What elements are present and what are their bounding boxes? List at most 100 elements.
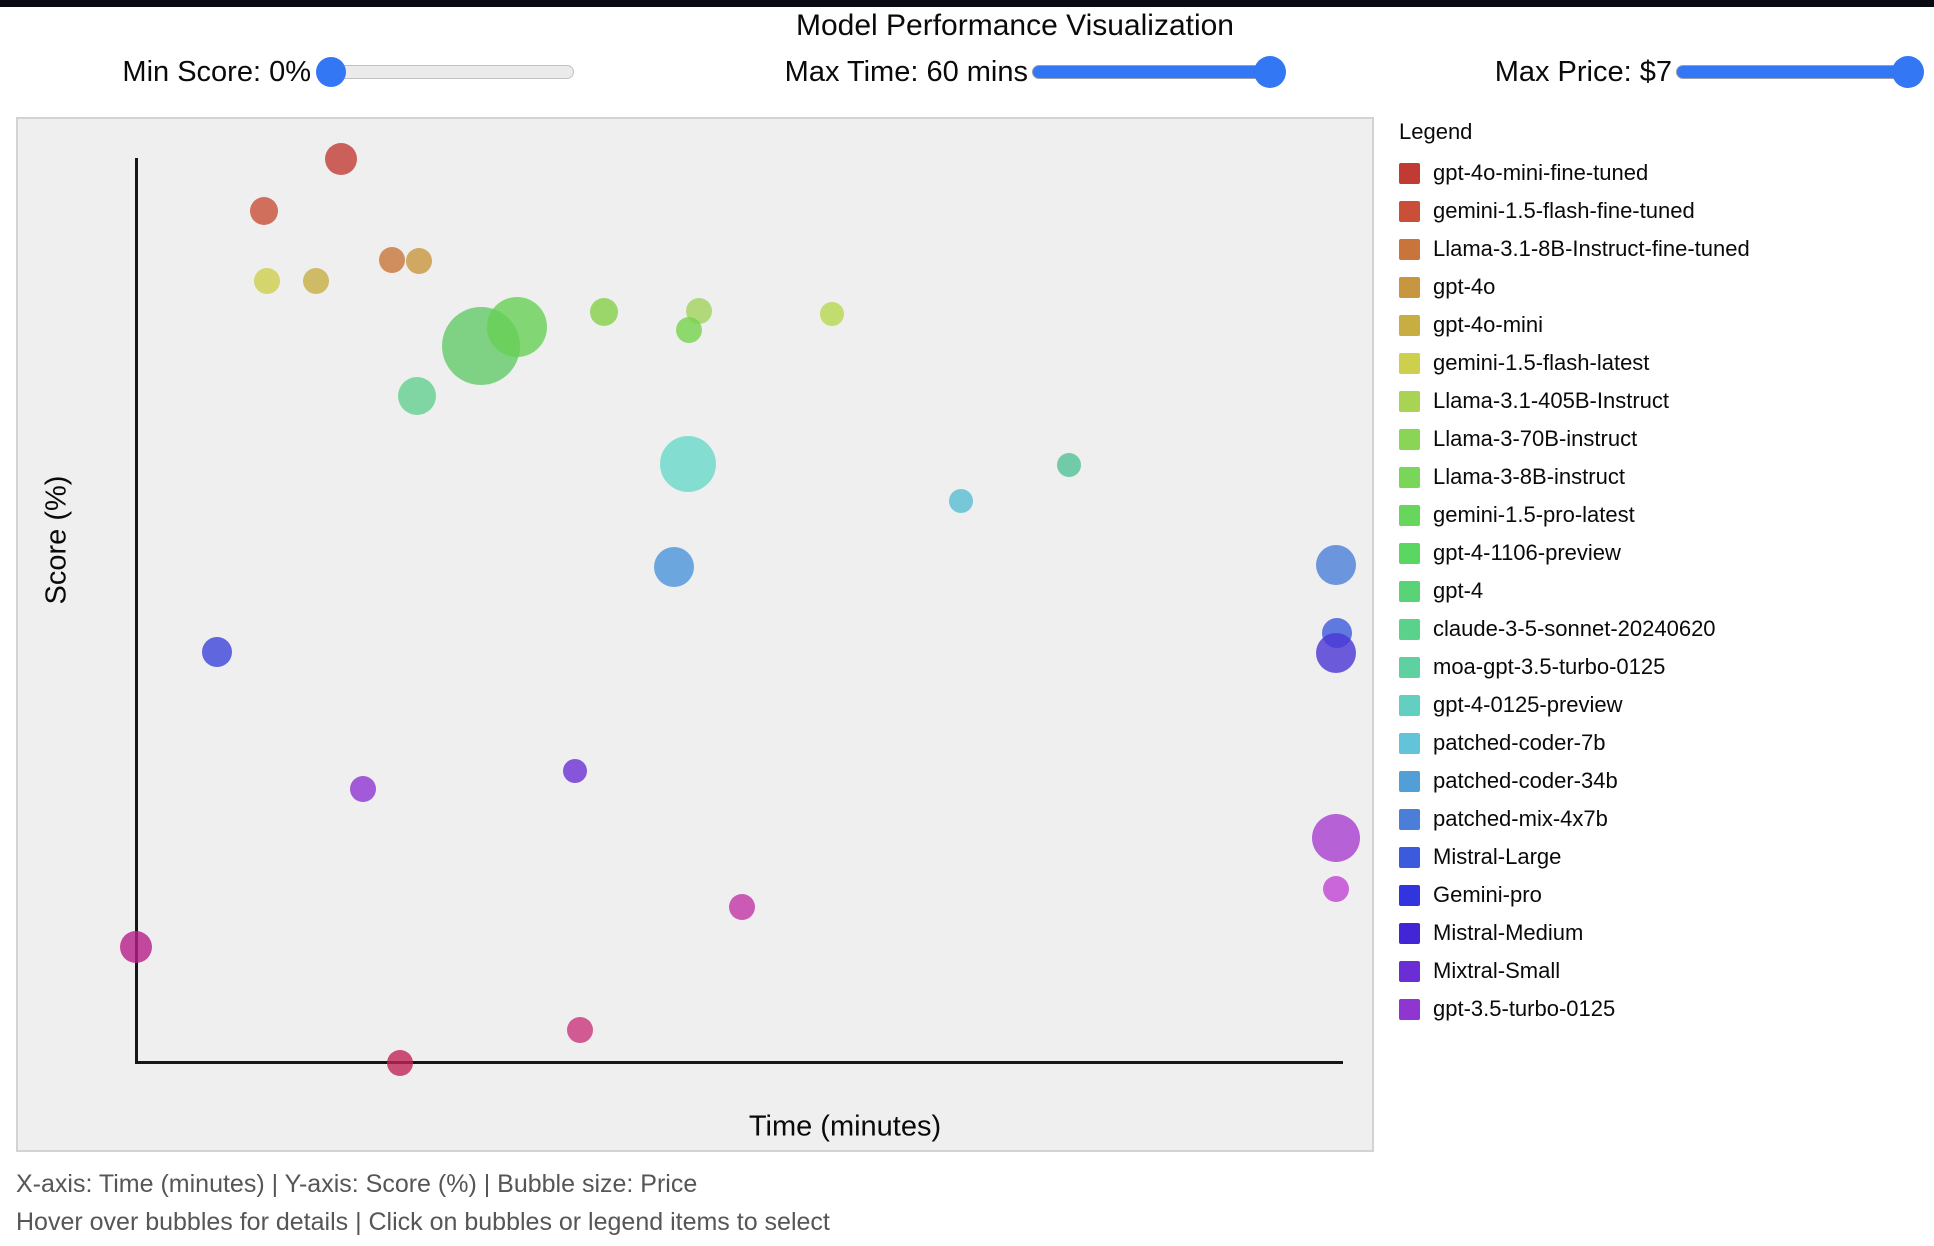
legend-label: Llama-3.1-405B-Instruct — [1433, 388, 1669, 413]
max-time-label: Max Time: 60 mins — [784, 56, 1028, 88]
chart-bubble[interactable] — [202, 637, 232, 667]
legend-label: patched-coder-7b — [1433, 730, 1606, 755]
legend-item-gpt-4o-mini[interactable]: gpt-4o-mini — [1399, 306, 1819, 344]
legend-item-patched-coder-7b[interactable]: patched-coder-7b — [1399, 724, 1819, 762]
legend-item-patched-coder-34b[interactable]: patched-coder-34b — [1399, 762, 1819, 800]
chart-bubble[interactable] — [820, 302, 844, 326]
chart-bubble[interactable] — [398, 377, 436, 415]
max-time-slider-thumb[interactable] — [1254, 56, 1286, 88]
legend-swatch — [1399, 922, 1420, 944]
y-axis-label: Score (%) — [40, 475, 73, 605]
legend-label: gpt-4o-mini — [1433, 312, 1544, 337]
min-score-slider-thumb[interactable] — [316, 57, 346, 87]
legend-item-Gemini-pro[interactable]: Gemini-pro — [1399, 876, 1819, 914]
legend-item-gemini-1.5-flash-latest[interactable]: gemini-1.5-flash-latest — [1399, 344, 1819, 382]
legend-swatch — [1399, 390, 1420, 412]
footer-axis-info: X-axis: Time (minutes) | Y-axis: Score (… — [16, 1170, 698, 1198]
chart-bubble[interactable] — [303, 268, 329, 294]
legend-swatch — [1399, 618, 1420, 640]
legend-label: patched-coder-34b — [1433, 768, 1618, 793]
legend-label: gpt-4o-mini-fine-tuned — [1433, 160, 1649, 185]
chart-bubble[interactable] — [254, 268, 280, 294]
legend-item-gpt-4[interactable]: gpt-4 — [1399, 572, 1819, 610]
min-score-label: Min Score: 0% — [122, 56, 311, 88]
chart-bubble[interactable] — [1316, 545, 1356, 585]
legend-label: moa-gpt-3.5-turbo-0125 — [1433, 654, 1666, 679]
legend-swatch — [1399, 808, 1420, 830]
chart-bubble[interactable] — [729, 894, 755, 920]
legend-item-Llama-3.1-8B-Instruct-fine-tuned[interactable]: Llama-3.1-8B-Instruct-fine-tuned — [1399, 230, 1819, 268]
chart-bubble[interactable] — [676, 317, 702, 343]
legend-title: Legend — [1399, 119, 1473, 144]
max-time-slider-track[interactable] — [1032, 65, 1270, 79]
chart-bubble[interactable] — [325, 143, 357, 175]
legend-swatch — [1399, 884, 1420, 906]
legend-label: patched-mix-4x7b — [1433, 806, 1608, 831]
max-price-label: Max Price: $7 — [1494, 56, 1672, 88]
chart-bubble[interactable] — [1312, 814, 1360, 862]
chart-bubble[interactable] — [487, 297, 547, 357]
legend-label: gemini-1.5-pro-latest — [1433, 502, 1635, 527]
legend-label: gpt-3.5-turbo-0125 — [1433, 996, 1616, 1021]
legend-item-Mistral-Medium[interactable]: Mistral-Medium — [1399, 914, 1819, 952]
legend-item-patched-mix-4x7b[interactable]: patched-mix-4x7b — [1399, 800, 1819, 838]
legend-item-Mistral-Large[interactable]: Mistral-Large — [1399, 838, 1819, 876]
legend-label: gemini-1.5-flash-latest — [1433, 350, 1650, 375]
chart-bubble[interactable] — [949, 489, 973, 513]
chart-bubble[interactable] — [660, 436, 716, 492]
legend-label: gpt-4-0125-preview — [1433, 692, 1623, 717]
y-axis-line — [135, 158, 138, 1063]
legend-item-gpt-4o[interactable]: gpt-4o — [1399, 268, 1819, 306]
chart-bubble[interactable] — [654, 547, 694, 587]
legend-swatch — [1399, 656, 1420, 678]
legend-label: gpt-4o — [1433, 274, 1496, 299]
legend-label: claude-3-5-sonnet-20240620 — [1433, 616, 1716, 641]
legend-label: gpt-4-1106-preview — [1433, 540, 1621, 565]
legend-label: gemini-1.5-flash-fine-tuned — [1433, 198, 1695, 223]
max-price-slider-thumb[interactable] — [1892, 56, 1924, 88]
legend-item-Llama-3-70B-instruct[interactable]: Llama-3-70B-instruct — [1399, 420, 1819, 458]
max-price-slider-track[interactable] — [1676, 65, 1908, 79]
chart-bubble[interactable] — [120, 931, 152, 963]
legend-item-gpt-3.5-turbo-0125[interactable]: gpt-3.5-turbo-0125 — [1399, 990, 1819, 1028]
legend-item-claude-3-5-sonnet-20240620[interactable]: claude-3-5-sonnet-20240620 — [1399, 610, 1819, 648]
legend-item-gpt-4-0125-preview[interactable]: gpt-4-0125-preview — [1399, 686, 1819, 724]
legend-item-gemini-1.5-pro-latest[interactable]: gemini-1.5-pro-latest — [1399, 496, 1819, 534]
x-axis-line — [135, 1061, 1343, 1064]
legend-swatch — [1399, 694, 1420, 716]
chart-bubble[interactable] — [1323, 876, 1349, 902]
legend-item-gemini-1.5-flash-fine-tuned[interactable]: gemini-1.5-flash-fine-tuned — [1399, 192, 1819, 230]
legend-swatch — [1399, 276, 1420, 298]
legend-item-Llama-3-8B-instruct[interactable]: Llama-3-8B-instruct — [1399, 458, 1819, 496]
legend-swatch — [1399, 504, 1420, 526]
legend-swatch — [1399, 466, 1420, 488]
legend-swatch — [1399, 428, 1420, 450]
legend-item-Mixtral-Small[interactable]: Mixtral-Small — [1399, 952, 1819, 990]
legend-label: Llama-3.1-8B-Instruct-fine-tuned — [1433, 236, 1750, 261]
legend-item-Llama-3.1-405B-Instruct[interactable]: Llama-3.1-405B-Instruct — [1399, 382, 1819, 420]
plot-area — [16, 117, 1374, 1152]
chart-bubble[interactable] — [250, 197, 278, 225]
legend-swatch — [1399, 770, 1420, 792]
min-score-slider-track[interactable] — [323, 65, 574, 79]
legend-label: Mixtral-Small — [1433, 958, 1561, 983]
legend-item-gpt-4-1106-preview[interactable]: gpt-4-1106-preview — [1399, 534, 1819, 572]
chart-bubble[interactable] — [406, 248, 432, 274]
legend-swatch — [1399, 238, 1420, 260]
legend-item-gpt-4o-mini-fine-tuned[interactable]: gpt-4o-mini-fine-tuned — [1399, 154, 1819, 192]
chart-bubble[interactable] — [1057, 453, 1081, 477]
legend-item-moa-gpt-3.5-turbo-0125[interactable]: moa-gpt-3.5-turbo-0125 — [1399, 648, 1819, 686]
chart-bubble[interactable] — [387, 1050, 413, 1076]
chart-bubble[interactable] — [350, 776, 376, 802]
legend-panel: Legend gpt-4o-mini-fine-tuned gemini-1.5-… — [1399, 118, 1819, 1028]
chart-bubble[interactable] — [379, 247, 405, 273]
chart-bubble[interactable] — [590, 298, 618, 326]
legend-swatch — [1399, 162, 1420, 184]
chart-bubble[interactable] — [567, 1017, 593, 1043]
chart-bubble[interactable] — [1316, 633, 1356, 673]
footer-hint: Hover over bubbles for details | Click o… — [16, 1208, 830, 1236]
legend-swatch — [1399, 960, 1420, 982]
legend-swatch — [1399, 314, 1420, 336]
chart-bubble[interactable] — [563, 759, 587, 783]
